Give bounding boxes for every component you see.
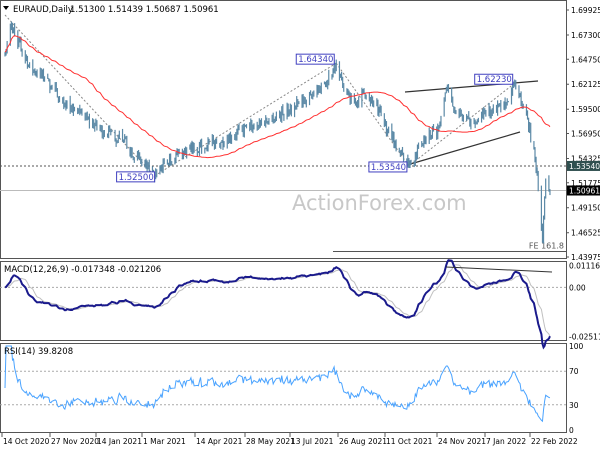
price-tag-label: 1.53540 bbox=[569, 162, 600, 171]
symbol-label: EURAUD,Daily bbox=[13, 5, 73, 15]
rsi-tick-label: 70 bbox=[569, 367, 579, 376]
macd-line bbox=[4, 259, 551, 350]
macd-title: MACD(12,26,9) -0.017348 -0.021206 bbox=[4, 265, 161, 275]
rsi-tick-label: 100 bbox=[569, 342, 584, 351]
price-label: 1.64340 bbox=[298, 55, 333, 65]
macd-divergence-line bbox=[445, 266, 553, 273]
watermark: ActionForex.com bbox=[292, 191, 467, 215]
macd-tick-label: -0.025117 bbox=[569, 332, 600, 341]
price-tag bbox=[567, 160, 600, 171]
price-label-box bbox=[368, 161, 408, 173]
x-tick-label: 27 Nov 2020 bbox=[51, 437, 99, 446]
fe-label: FE 161.8 bbox=[529, 242, 564, 251]
price-tag-label: 1.50961 bbox=[569, 187, 600, 196]
y-tick-label: 1.49150 bbox=[571, 204, 600, 213]
macd-panel bbox=[0, 261, 567, 341]
y-tick-label: 1.43975 bbox=[571, 253, 600, 262]
price-label: 1.62230 bbox=[477, 75, 512, 85]
price-label-box bbox=[474, 73, 514, 85]
macd-tick-label: 0.00 bbox=[569, 283, 586, 292]
price-label-box bbox=[116, 171, 156, 183]
x-tick-label: 7 Jan 2022 bbox=[486, 437, 526, 446]
rsi-title: RSI(14) 39.8208 bbox=[4, 347, 73, 357]
x-tick-label: 11 Oct 2021 bbox=[386, 437, 433, 446]
price-tag bbox=[567, 185, 600, 196]
moving-average-line bbox=[4, 35, 551, 159]
rsi-line bbox=[4, 345, 551, 423]
y-tick-label: 1.56950 bbox=[571, 130, 600, 139]
rsi-tick-label: 0 bbox=[569, 426, 574, 435]
macd-tick-label: 0.011168 bbox=[569, 262, 600, 271]
lower-wedge-line bbox=[406, 131, 521, 166]
price-label: 1.53540 bbox=[371, 163, 406, 173]
y-tick-label: 1.54325 bbox=[571, 154, 600, 163]
trendline-dashed bbox=[335, 62, 410, 167]
x-tick-label: 24 Nov 2021 bbox=[438, 437, 486, 446]
x-tick-label: 1 Mar 2021 bbox=[143, 437, 186, 446]
x-tick-label: 14 Jan 2021 bbox=[97, 437, 142, 446]
y-tick-label: 1.69925 bbox=[571, 6, 600, 15]
x-tick-label: 13 Jul 2021 bbox=[291, 437, 334, 446]
y-tick-label: 1.59500 bbox=[571, 105, 600, 114]
ohlc-values: 1.51300 1.51439 1.50687 1.50961 bbox=[70, 5, 219, 15]
price-label-box bbox=[295, 53, 335, 65]
collapse-triangle-icon[interactable] bbox=[3, 6, 9, 10]
x-tick-label: 22 Feb 2022 bbox=[531, 437, 578, 446]
x-tick-label: 26 Aug 2021 bbox=[339, 437, 387, 446]
y-tick-label: 1.46525 bbox=[571, 229, 600, 238]
x-tick-label: 14 Apr 2021 bbox=[196, 437, 243, 446]
rsi-panel bbox=[0, 343, 567, 433]
x-tick-label: 14 Oct 2020 bbox=[3, 437, 50, 446]
y-tick-label: 1.64750 bbox=[571, 55, 600, 64]
rsi-tick-label: 30 bbox=[569, 401, 579, 410]
trendline-dashed bbox=[4, 14, 155, 177]
y-tick-label: 1.62125 bbox=[571, 80, 600, 89]
x-tick-label: 28 May 2021 bbox=[246, 437, 295, 446]
y-tick-label: 1.67300 bbox=[571, 31, 600, 40]
y-tick-label: 1.51775 bbox=[571, 179, 600, 188]
price-label: 1.52500 bbox=[119, 173, 154, 183]
